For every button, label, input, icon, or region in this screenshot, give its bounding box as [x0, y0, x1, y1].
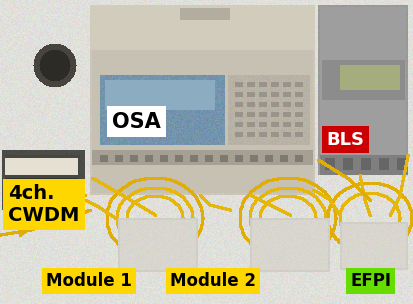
Text: BLS: BLS: [326, 131, 364, 149]
Text: OSA: OSA: [112, 112, 161, 132]
Text: EFPI: EFPI: [349, 272, 390, 290]
Text: 4ch.
CWDM: 4ch. CWDM: [8, 184, 79, 225]
Text: Module 2: Module 2: [170, 272, 256, 290]
Text: Module 1: Module 1: [46, 272, 132, 290]
